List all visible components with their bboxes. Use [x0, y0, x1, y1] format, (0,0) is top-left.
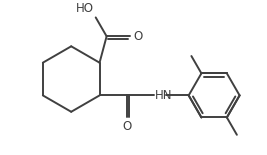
- Text: HN: HN: [155, 89, 172, 102]
- Text: O: O: [122, 120, 131, 133]
- Text: HO: HO: [76, 2, 94, 15]
- Text: O: O: [133, 30, 142, 43]
